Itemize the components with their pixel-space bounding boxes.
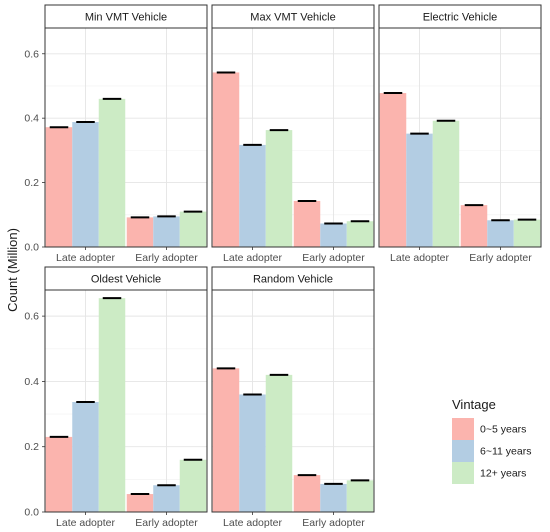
facet-title: Electric Vehicle bbox=[423, 12, 498, 24]
legend-title: Vintage bbox=[452, 397, 496, 412]
bar bbox=[460, 205, 488, 247]
x-tick-label: Early adopter bbox=[302, 517, 365, 529]
bar bbox=[153, 485, 180, 512]
legend-label: 12+ years bbox=[480, 468, 526, 480]
x-tick-label: Late adopter bbox=[56, 517, 115, 529]
facet-panel: Oldest Vehicle Late adopter Early adopter 0… bbox=[24, 266, 208, 529]
bar bbox=[98, 98, 126, 248]
facet-title: Min VMT Vehicle bbox=[85, 12, 167, 24]
legend-key bbox=[452, 418, 474, 440]
bar bbox=[265, 130, 293, 247]
y-tick-label: 0.6 bbox=[24, 48, 39, 60]
y-tick-label: 0.4 bbox=[24, 376, 39, 388]
y-tick-label: 0.0 bbox=[24, 242, 39, 254]
bar bbox=[72, 122, 99, 247]
legend-key bbox=[452, 462, 474, 484]
bar bbox=[126, 217, 154, 247]
x-tick-label: Early adopter bbox=[135, 252, 198, 264]
facet-panel: Electric Vehicle Late adopter Early adopte… bbox=[378, 4, 542, 264]
facet-panel: Random Vehicle Late adopter Early adopter bbox=[211, 266, 375, 529]
legend-key bbox=[452, 440, 474, 462]
bar bbox=[179, 211, 207, 247]
panel-frame bbox=[44, 289, 208, 513]
x-tick-label: Late adopter bbox=[223, 517, 282, 529]
panel-frame bbox=[378, 27, 542, 248]
legend-label: 0~5 years bbox=[480, 424, 526, 436]
bar bbox=[513, 219, 541, 247]
bar bbox=[98, 298, 126, 512]
x-tick-label: Late adopter bbox=[56, 252, 115, 264]
bar bbox=[72, 401, 99, 512]
panel-frame bbox=[44, 27, 208, 248]
facet-panels: Min VMT Vehicle Late adopter Early adopter… bbox=[24, 4, 542, 529]
bar bbox=[293, 200, 321, 247]
x-tick-label: Early adopter bbox=[135, 517, 198, 529]
y-axis-title: Count (Million) bbox=[5, 228, 20, 312]
y-tick-label: 0.6 bbox=[24, 311, 39, 323]
y-tick-label: 0.2 bbox=[24, 177, 39, 189]
bar bbox=[45, 436, 73, 512]
bar bbox=[45, 127, 73, 247]
bar bbox=[293, 475, 321, 512]
x-tick-label: Late adopter bbox=[390, 252, 449, 264]
bar bbox=[379, 93, 407, 248]
bar bbox=[406, 133, 433, 247]
panel-frame bbox=[211, 289, 375, 513]
bar bbox=[212, 368, 240, 512]
bar bbox=[487, 220, 514, 247]
bar bbox=[346, 221, 374, 247]
x-tick-label: Early adopter bbox=[302, 252, 365, 264]
bar bbox=[265, 374, 293, 512]
facet-title: Random Vehicle bbox=[253, 274, 333, 286]
facet-panel: Max VMT Vehicle Late adopter Early adopter bbox=[211, 4, 375, 264]
y-tick-label: 0.0 bbox=[24, 507, 39, 519]
x-tick-label: Late adopter bbox=[223, 252, 282, 264]
facet-title: Max VMT Vehicle bbox=[250, 12, 335, 24]
bar bbox=[239, 394, 266, 512]
bar bbox=[212, 72, 240, 247]
bar bbox=[179, 459, 207, 512]
facet-panel: Min VMT Vehicle Late adopter Early adopter… bbox=[24, 4, 208, 264]
bar bbox=[346, 480, 374, 512]
bar bbox=[126, 494, 154, 512]
bar bbox=[239, 144, 266, 247]
legend-label: 6~11 years bbox=[480, 446, 531, 458]
panel-frame bbox=[211, 27, 375, 248]
bar bbox=[432, 120, 460, 247]
bar bbox=[320, 483, 347, 512]
bar bbox=[153, 216, 180, 247]
y-tick-label: 0.2 bbox=[24, 441, 39, 453]
legend: Vintage 0~5 years 6~11 years 12+ years bbox=[452, 397, 531, 484]
bar bbox=[320, 223, 347, 247]
y-tick-label: 0.4 bbox=[24, 113, 39, 125]
facet-title: Oldest Vehicle bbox=[91, 274, 161, 286]
x-tick-label: Early adopter bbox=[469, 252, 532, 264]
